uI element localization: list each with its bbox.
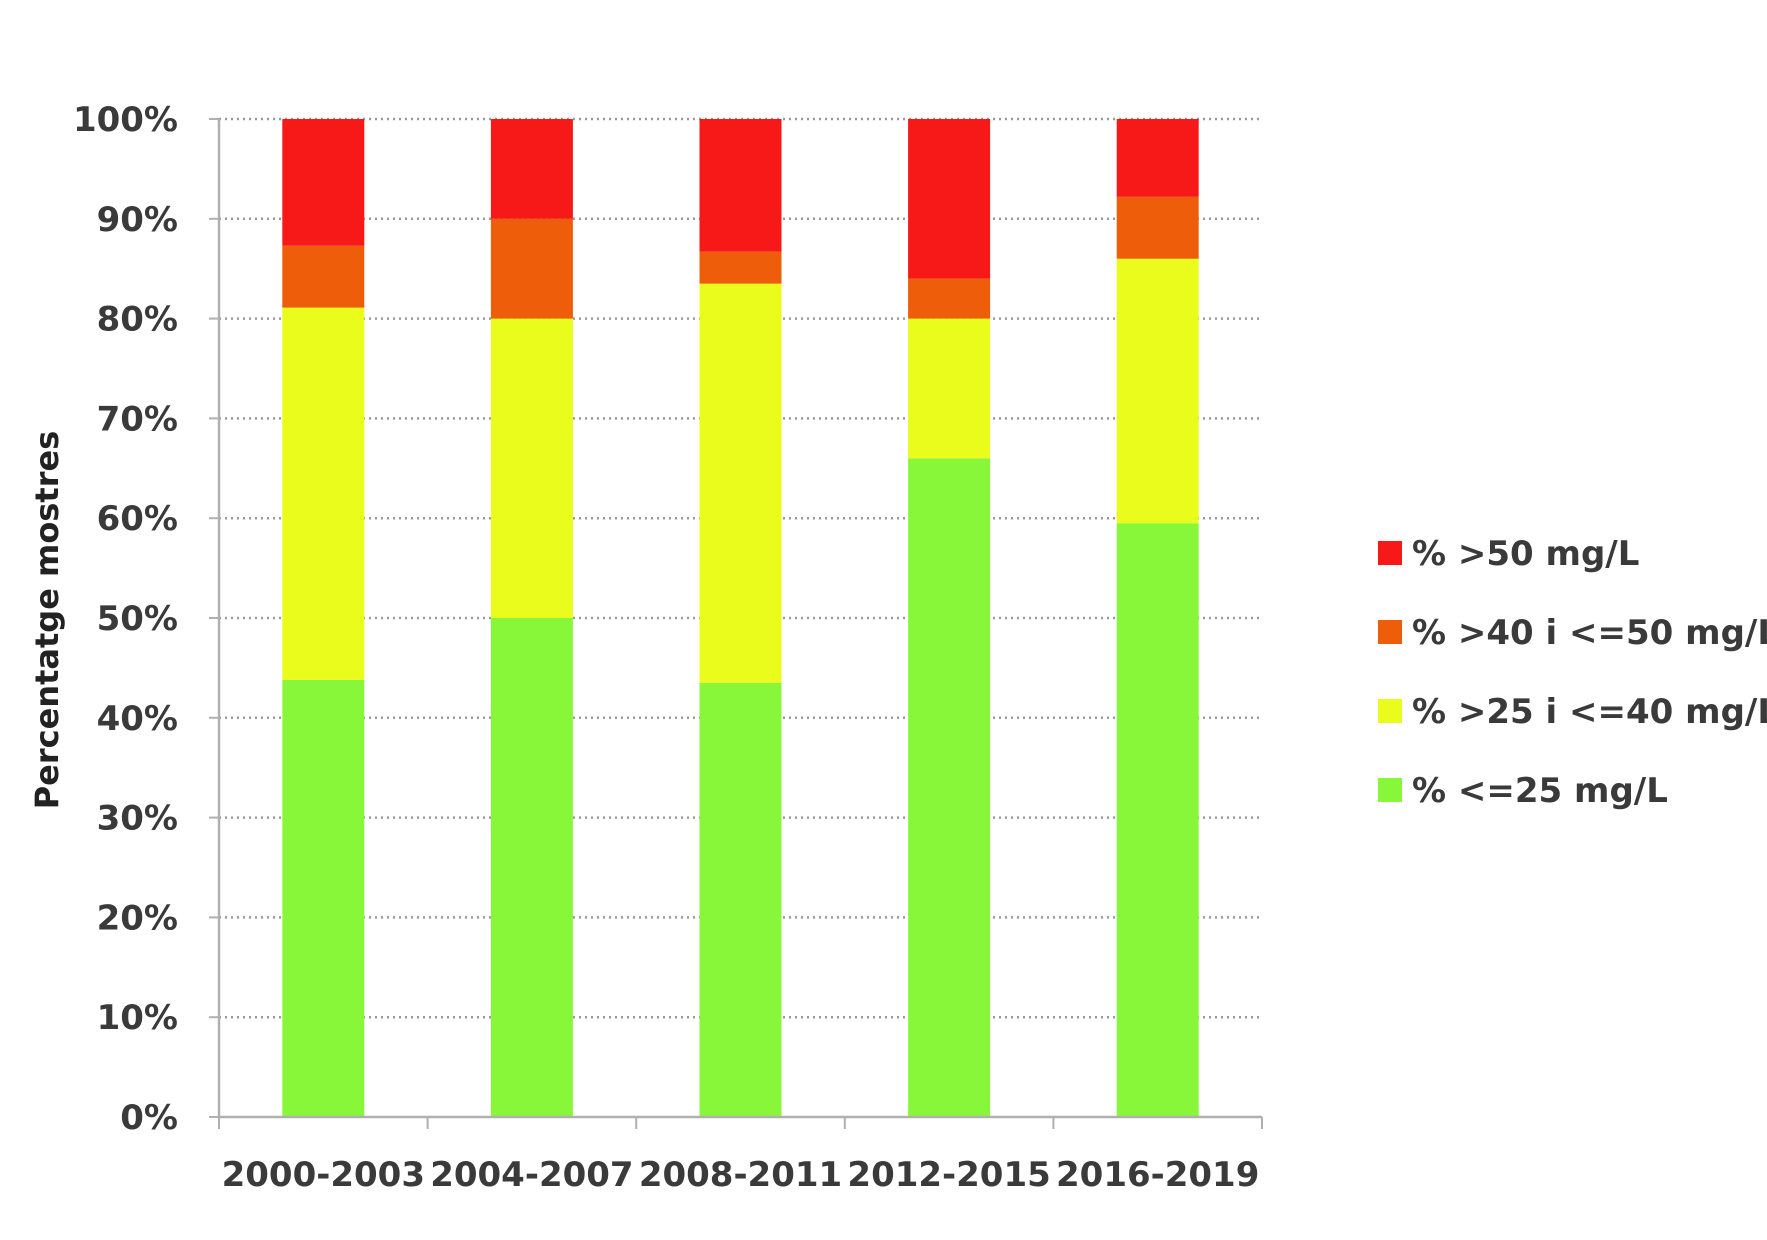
legend-label: % >40 i <=50 mg/L <box>1412 613 1767 653</box>
legend: % >50 mg/L % >40 i <=50 mg/L % >25 i <=40 … <box>1378 534 1767 811</box>
bar-segment <box>490 119 573 219</box>
legend-item: % >50 mg/L <box>1378 534 1639 574</box>
legend-label: % >25 i <=40 mg/L <box>1412 692 1767 732</box>
bar-segment <box>282 245 365 308</box>
y-tick-label: 100% <box>73 100 178 140</box>
legend-swatch <box>1378 541 1402 565</box>
bar-segment <box>490 318 573 618</box>
x-tick-label: 2012-2015 <box>847 1155 1050 1195</box>
bar-segment <box>282 119 365 246</box>
bar-segment <box>699 682 782 1117</box>
legend-swatch <box>1378 699 1402 723</box>
x-tick-label: 2004-2007 <box>430 1155 633 1195</box>
x-tick-label: 2000-2003 <box>222 1155 425 1195</box>
bar-segment <box>1116 523 1199 1117</box>
bar-segment <box>908 458 991 1117</box>
bar-segment <box>490 218 573 319</box>
legend-item: % >40 i <=50 mg/L <box>1378 613 1767 653</box>
y-tick-label: 20% <box>97 898 178 938</box>
y-tick-label: 30% <box>97 799 178 839</box>
bar-segment <box>699 251 782 284</box>
bar-segment <box>1116 258 1199 524</box>
bar-segment <box>908 318 991 459</box>
y-tick-label: 90% <box>97 200 178 240</box>
legend-item: % <=25 mg/L <box>1378 771 1668 811</box>
legend-swatch <box>1378 778 1402 802</box>
bar-segment <box>282 679 365 1117</box>
x-tick-label: 2016-2019 <box>1056 1155 1259 1195</box>
y-tick-label: 40% <box>97 699 178 739</box>
legend-label: % >50 mg/L <box>1412 534 1639 574</box>
bar-segment <box>1116 196 1199 259</box>
y-tick-label: 60% <box>97 499 178 539</box>
y-tick-label: 0% <box>120 1098 178 1138</box>
legend-item: % >25 i <=40 mg/L <box>1378 692 1767 732</box>
legend-label: % <=25 mg/L <box>1412 771 1668 811</box>
axis-layer: 0% 10% 20% 30% 40% 50% 60% 70% 80% 90% 100% 2000-20… <box>73 100 1263 1195</box>
y-tick-label: 50% <box>97 599 178 639</box>
bar-segment <box>908 278 991 319</box>
bar-segment <box>1116 119 1199 197</box>
y-tick-label: 80% <box>97 300 178 340</box>
bars-layer <box>282 119 1199 1117</box>
x-tick-label: 2008-2011 <box>639 1155 842 1195</box>
y-tick-label: 10% <box>97 998 178 1038</box>
bar-segment <box>282 307 365 680</box>
legend-swatch <box>1378 620 1402 644</box>
bar-segment <box>908 119 991 279</box>
bar-segment <box>490 618 573 1117</box>
y-axis-title: Percentatge mostres <box>28 431 66 810</box>
bar-segment <box>699 119 782 252</box>
bar-segment <box>699 283 782 683</box>
y-tick-label: 70% <box>97 399 178 439</box>
